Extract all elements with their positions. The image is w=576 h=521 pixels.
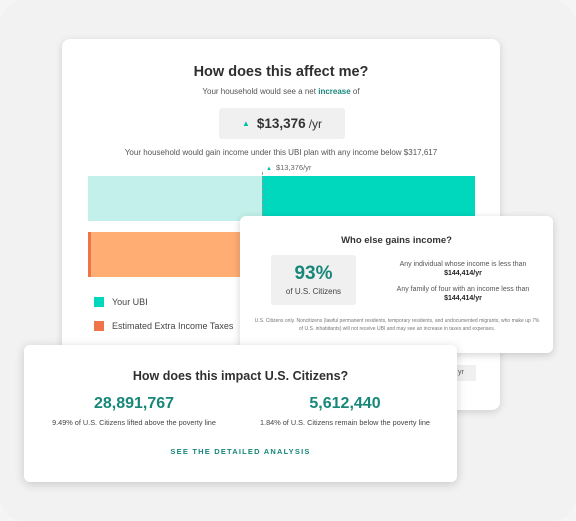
legend-ubi: Your UBI: [94, 297, 148, 307]
impact-card: How does this impact U.S. Citizens? 28,8…: [24, 345, 457, 482]
net-amount: $13,376: [256, 116, 306, 131]
remaining-stat: 5,612,440 1.84% of U.S. Citizens remain …: [250, 395, 440, 427]
family-threshold-text: Any family of four with an income less t…: [396, 286, 530, 293]
individual-threshold-value: $144,414/yr: [444, 270, 482, 277]
taxes-bar: [88, 232, 248, 277]
citizens-footnote: U.S. Citizens only. Noncitizens (lawful …: [254, 318, 540, 332]
up-triangle-icon: ▲: [241, 119, 250, 128]
net-summary: Your household would see a net increase …: [62, 87, 500, 96]
percent-value: 93%: [294, 263, 333, 284]
clipped-unit: yr: [454, 365, 476, 381]
legend-label-ubi: Your UBI: [112, 297, 148, 307]
lifted-stat: 28,891,767 9.49% of U.S. Citizens lifted…: [48, 395, 220, 427]
individual-threshold: Any individual whose income is less than…: [394, 260, 532, 278]
legend-label-taxes: Estimated Extra Income Taxes: [112, 321, 234, 331]
percent-box: 93% of U.S. Citizens: [271, 255, 356, 305]
net-amount-box: ▲ $13,376 /yr: [219, 108, 345, 139]
net-summary-suffix: of: [352, 87, 360, 96]
net-amount-unit: /yr: [308, 116, 323, 131]
marker-label: $13,376/yr: [275, 163, 312, 172]
marker-line: [262, 172, 263, 222]
lifted-desc: 9.49% of U.S. Citizens lifted above the …: [52, 418, 216, 427]
ubi-bar: [262, 176, 475, 221]
ubi-bar-light: [88, 176, 262, 221]
gain-threshold-text: Your household would gain income under t…: [124, 148, 438, 157]
legend-swatch-ubi: [94, 297, 104, 307]
who-gains-title: Who else gains income?: [341, 235, 452, 246]
detailed-analysis-link[interactable]: SEE THE DETAILED ANALYSIS: [170, 447, 311, 456]
marker-triangle-icon: ▲: [266, 166, 272, 172]
net-summary-prefix: Your household would see a net: [202, 87, 316, 96]
impact-title: How does this impact U.S. Citizens?: [132, 369, 349, 383]
legend-taxes: Estimated Extra Income Taxes: [94, 321, 233, 331]
percent-label: of U.S. Citizens: [285, 287, 342, 296]
who-gains-card: Who else gains income? 93% of U.S. Citiz…: [240, 216, 553, 353]
net-summary-highlight: increase: [318, 87, 351, 96]
legend-swatch-taxes: [94, 321, 104, 331]
lifted-count: 28,891,767: [93, 395, 175, 412]
family-threshold-value: $144,414/yr: [444, 295, 482, 302]
remaining-count: 5,612,440: [309, 395, 381, 412]
individual-threshold-text: Any individual whose income is less than: [399, 261, 527, 268]
family-threshold: Any family of four with an income less t…: [394, 285, 532, 303]
remaining-desc: 1.84% of U.S. Citizens remain below the …: [260, 418, 430, 427]
chart-marker: ▲ $13,376/yr: [266, 163, 311, 172]
affect-title: How does this affect me?: [193, 64, 369, 80]
